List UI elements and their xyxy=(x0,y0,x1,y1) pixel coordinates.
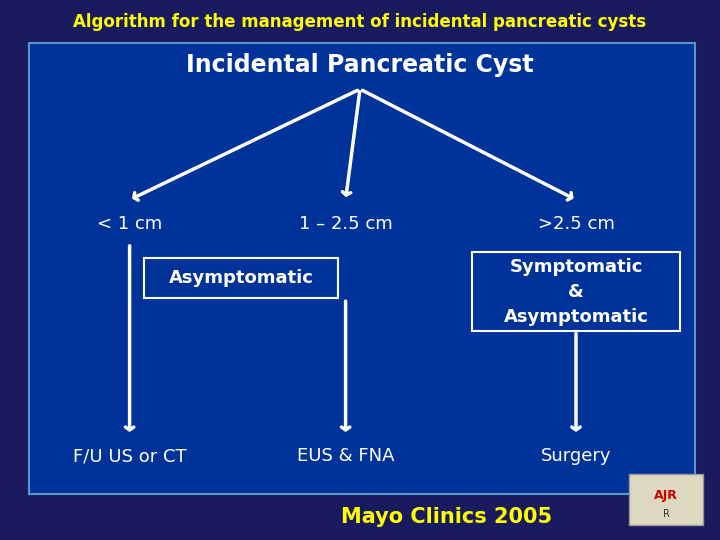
FancyBboxPatch shape xyxy=(629,474,703,525)
FancyBboxPatch shape xyxy=(472,252,680,330)
Text: Algorithm for the management of incidental pancreatic cysts: Algorithm for the management of incident… xyxy=(73,12,647,31)
Text: Incidental Pancreatic Cyst: Incidental Pancreatic Cyst xyxy=(186,53,534,77)
Text: AJR: AJR xyxy=(654,489,678,502)
Text: < 1 cm: < 1 cm xyxy=(97,215,162,233)
Text: 1 – 2.5 cm: 1 – 2.5 cm xyxy=(299,215,392,233)
Text: Symptomatic
&
Asymptomatic: Symptomatic & Asymptomatic xyxy=(503,258,649,326)
Text: Mayo Clinics 2005: Mayo Clinics 2005 xyxy=(341,507,552,528)
Text: Asymptomatic: Asymptomatic xyxy=(168,269,314,287)
Text: F/U US or CT: F/U US or CT xyxy=(73,447,186,465)
Text: R: R xyxy=(662,509,670,519)
Text: Surgery: Surgery xyxy=(541,447,611,465)
Text: >2.5 cm: >2.5 cm xyxy=(538,215,614,233)
Text: EUS & FNA: EUS & FNA xyxy=(297,447,395,465)
FancyBboxPatch shape xyxy=(29,43,695,494)
FancyBboxPatch shape xyxy=(144,258,338,298)
